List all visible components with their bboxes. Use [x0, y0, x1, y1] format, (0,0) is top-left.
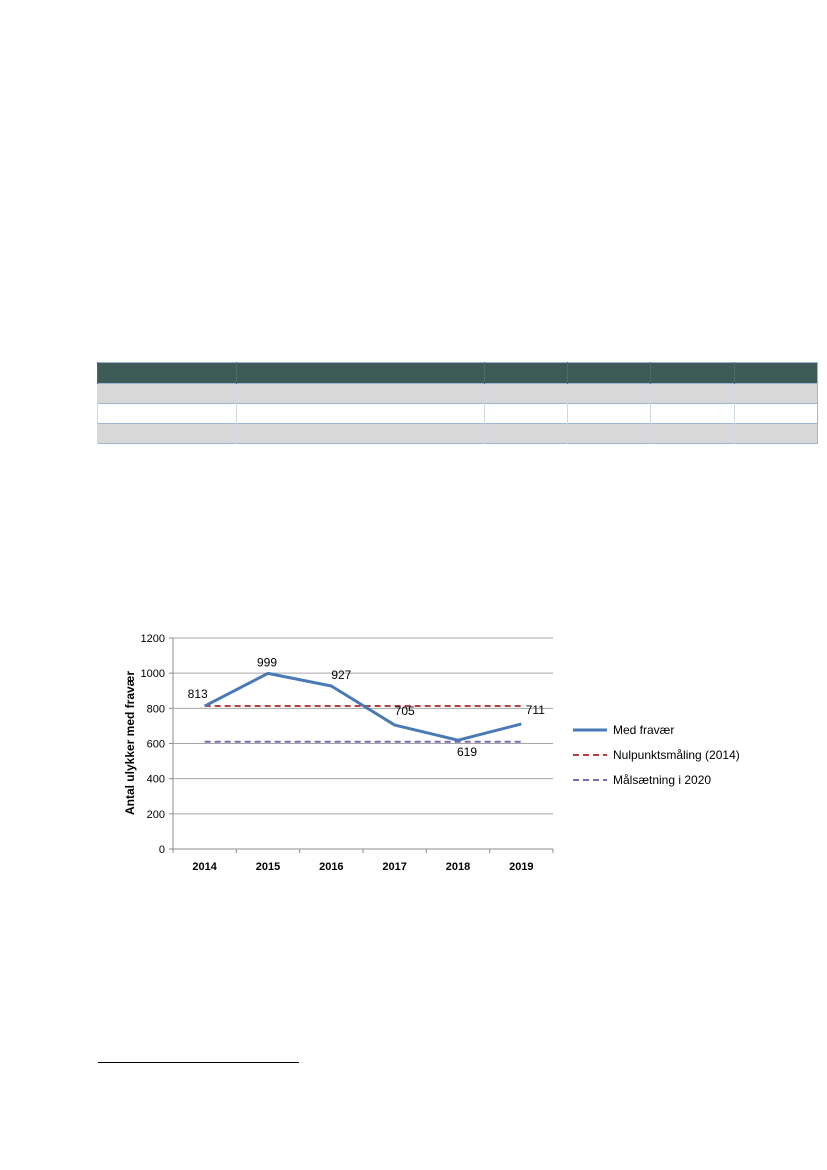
- data-label: 711: [526, 703, 545, 717]
- table-cell: [734, 403, 818, 424]
- y-tick-label: 1200: [141, 633, 165, 645]
- series-line-0: [203, 671, 522, 742]
- legend-label: Nulpunktsmåling (2014): [613, 748, 740, 762]
- table-cell: [236, 423, 485, 444]
- table-cell: [236, 403, 485, 424]
- data-label: 619: [457, 745, 477, 759]
- y-tick-label: 0: [159, 844, 165, 856]
- legend-label: Med fravær: [613, 723, 674, 737]
- table-cell: [650, 403, 735, 424]
- data-label: 927: [331, 668, 351, 682]
- table-header-cell: [484, 362, 568, 384]
- footnote-rule: [98, 1062, 299, 1063]
- table-header-cell: [236, 362, 485, 384]
- table-header-cell: [650, 362, 735, 384]
- y-tick-label: 200: [147, 809, 165, 821]
- table-cell: [650, 383, 735, 404]
- table-cell: [484, 383, 568, 404]
- table-row: [97, 423, 818, 444]
- y-tick-label: 1000: [141, 668, 165, 680]
- table-cell: [567, 383, 651, 404]
- table-cell: [484, 423, 568, 444]
- table-cell: [567, 403, 651, 424]
- table-cell: [236, 383, 485, 404]
- table-row: [97, 383, 818, 404]
- table-cell: [567, 423, 651, 444]
- x-tick-label: 2016: [319, 861, 343, 873]
- y-axis-label: Antal ulykker med fravær: [123, 671, 137, 815]
- table-cell: [650, 423, 735, 444]
- table-row: [97, 403, 818, 424]
- table-cell: [97, 383, 237, 404]
- table-cell: [484, 403, 568, 424]
- table-header-cell: [97, 362, 237, 384]
- y-tick-label: 400: [147, 774, 165, 786]
- table-header-cell: [567, 362, 651, 384]
- x-tick-label: 2015: [256, 861, 280, 873]
- data-table: [97, 362, 818, 444]
- y-tick-label: 800: [147, 703, 165, 715]
- data-label: 999: [257, 655, 277, 669]
- table-cell: [97, 423, 237, 444]
- table-header-cell: [734, 362, 818, 384]
- x-tick-label: 2018: [446, 861, 470, 873]
- x-tick-label: 2017: [382, 861, 406, 873]
- table-cell: [734, 383, 818, 404]
- x-tick-label: 2019: [509, 861, 533, 873]
- data-label: 705: [395, 704, 415, 718]
- table-header-row: [97, 362, 818, 384]
- x-tick-label: 2014: [192, 861, 217, 873]
- line-chart: Antal ulykker med fravær 0 200 400 600 800 10…: [123, 633, 740, 873]
- table-cell: [734, 423, 818, 444]
- y-tick-label: 600: [147, 739, 165, 751]
- data-label: 813: [188, 687, 208, 701]
- table-cell: [97, 403, 237, 424]
- legend-label: Målsætning i 2020: [613, 773, 711, 787]
